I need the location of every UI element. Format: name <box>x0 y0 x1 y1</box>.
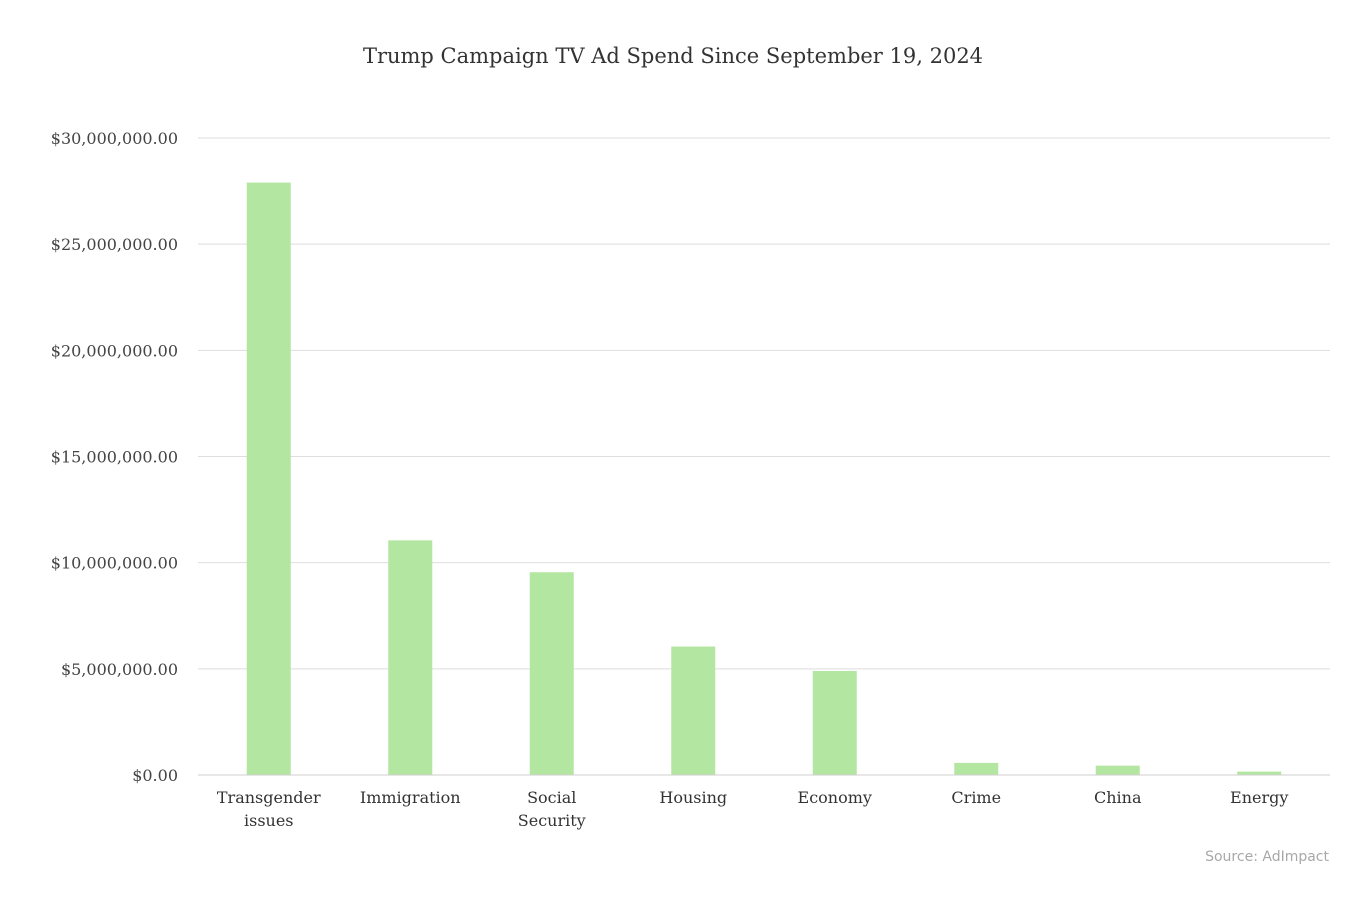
y-tick-label: $10,000,000.00 <box>51 554 178 573</box>
bar-energy <box>1237 771 1282 775</box>
x-tick-label: Crime <box>951 788 1001 807</box>
bar-china <box>1095 765 1140 775</box>
y-tick-label: $5,000,000.00 <box>61 660 178 679</box>
bars <box>246 182 1282 776</box>
y-tick-label: $15,000,000.00 <box>51 448 178 467</box>
x-tick-label: Economy <box>798 788 872 807</box>
gridlines <box>198 137 1330 670</box>
x-tick-label: Transgender issues <box>217 788 321 830</box>
bar-social-security <box>529 572 574 775</box>
x-tick-label: Housing <box>659 788 727 807</box>
source-note: Source: AdImpact <box>1205 849 1329 865</box>
x-axis-ticks: Transgender issues Immigration Social Securi… <box>217 788 1289 830</box>
bar-immigration <box>388 540 433 775</box>
y-tick-label: $20,000,000.00 <box>51 341 178 360</box>
x-tick-label: Social Security <box>518 788 586 830</box>
y-tick-label: $25,000,000.00 <box>51 235 178 254</box>
y-axis-ticks: $0.00 $5,000,000.00 $10,000,000.00 $15,000,… <box>51 129 178 785</box>
bar-crime <box>954 762 999 775</box>
x-tick-label: Energy <box>1230 788 1288 807</box>
y-tick-label: $30,000,000.00 <box>51 129 178 148</box>
bar-transgender-issues <box>246 182 291 776</box>
y-tick-label: $0.00 <box>132 766 178 785</box>
x-tick-label: China <box>1094 788 1142 807</box>
x-tick-label: Immigration <box>360 788 461 807</box>
bar-economy <box>812 670 857 775</box>
bar-housing <box>671 646 716 775</box>
chart-title: Trump Campaign TV Ad Spend Since Septemb… <box>363 44 983 68</box>
